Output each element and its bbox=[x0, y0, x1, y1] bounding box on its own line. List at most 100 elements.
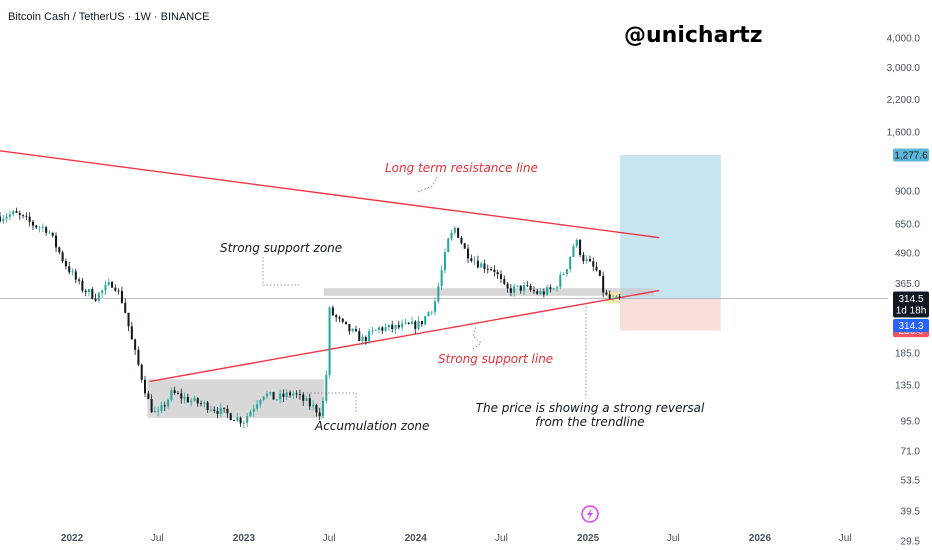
candle bbox=[246, 412, 249, 427]
candle-body bbox=[608, 294, 611, 299]
candle-body bbox=[55, 235, 58, 248]
candle bbox=[579, 238, 582, 258]
target-zone bbox=[620, 154, 721, 299]
price-tick-label: 71.0 bbox=[901, 446, 921, 457]
candle-body bbox=[397, 325, 400, 328]
candle-body bbox=[183, 396, 186, 399]
candle-body bbox=[12, 211, 15, 215]
candle-body bbox=[447, 238, 450, 253]
candle-body bbox=[387, 324, 390, 328]
price-tick-label: 3,000.0 bbox=[887, 63, 921, 74]
candle-body bbox=[582, 254, 585, 262]
candle bbox=[262, 396, 265, 402]
candle bbox=[401, 319, 404, 332]
candle-body bbox=[410, 321, 414, 325]
candle-body bbox=[440, 270, 443, 287]
price-axis[interactable]: 29.5 39.5 53.5 71.0 95.0 135.0 185.0 365.0 490.0… bbox=[887, 0, 932, 550]
candle-body bbox=[345, 321, 348, 325]
candle bbox=[41, 223, 44, 233]
candle-body bbox=[364, 337, 367, 342]
accumulation-zone bbox=[147, 379, 324, 418]
price-tick-label: 1,600.0 bbox=[887, 127, 921, 138]
time-tick-label: 2023 bbox=[233, 533, 256, 544]
candle bbox=[48, 230, 51, 234]
candle-body bbox=[31, 221, 34, 226]
candle-body bbox=[196, 397, 199, 404]
candle-body bbox=[602, 275, 605, 293]
candle-body bbox=[615, 296, 618, 299]
price-axis-background bbox=[888, 0, 932, 550]
candle bbox=[170, 387, 173, 402]
price-tick-label: 185.0 bbox=[895, 348, 920, 359]
candle bbox=[84, 288, 87, 297]
price-tick-label: 2,200.0 bbox=[887, 95, 921, 106]
candle-body bbox=[552, 288, 555, 290]
candle-body bbox=[94, 298, 97, 301]
candle bbox=[513, 283, 516, 297]
candle bbox=[143, 375, 147, 397]
candle bbox=[460, 235, 463, 245]
target-price-tag: 1,277.6 bbox=[893, 148, 929, 162]
candle bbox=[279, 389, 282, 404]
lightning-icon[interactable] bbox=[581, 505, 599, 523]
candle bbox=[450, 229, 453, 241]
candle bbox=[223, 407, 226, 413]
candle-body bbox=[160, 405, 163, 411]
candle bbox=[0, 211, 2, 223]
candle bbox=[2, 214, 5, 225]
time-tick-label: Jul bbox=[839, 533, 852, 544]
candle bbox=[97, 292, 100, 304]
candle-body bbox=[15, 211, 18, 213]
time-axis[interactable]: 2022 Jul 2023 Jul 2024 Jul 2025 Jul 2026 Jul bbox=[61, 533, 852, 544]
candle bbox=[618, 293, 621, 300]
candle bbox=[239, 416, 242, 427]
candle-body bbox=[68, 266, 71, 273]
candle bbox=[117, 288, 120, 295]
support-line-callout bbox=[472, 325, 482, 350]
accumulation-callout bbox=[307, 392, 357, 414]
price-tick-label: 53.5 bbox=[901, 475, 921, 486]
candle bbox=[5, 213, 8, 223]
candle-body bbox=[206, 402, 209, 411]
candle-body bbox=[588, 259, 591, 262]
candle bbox=[308, 393, 311, 410]
price-tick-label: 95.0 bbox=[901, 417, 921, 428]
candle-body bbox=[575, 239, 578, 247]
candle bbox=[391, 320, 394, 333]
candle-body bbox=[167, 399, 170, 407]
candle-body bbox=[134, 339, 137, 350]
candle-body bbox=[368, 331, 371, 342]
candle bbox=[592, 257, 595, 272]
candle-body bbox=[265, 393, 268, 397]
candle bbox=[526, 281, 529, 288]
candle bbox=[200, 400, 203, 407]
candle-body bbox=[22, 215, 25, 216]
candle-body bbox=[173, 390, 176, 394]
candle-body bbox=[595, 266, 598, 271]
candle-body bbox=[348, 324, 351, 332]
stop-zone bbox=[620, 298, 721, 331]
candle bbox=[153, 406, 156, 413]
candle bbox=[216, 406, 219, 419]
candle-body bbox=[289, 392, 292, 396]
candle-body bbox=[476, 260, 479, 268]
candle bbox=[31, 220, 34, 230]
candle-body bbox=[279, 393, 282, 400]
candle-body bbox=[35, 225, 38, 228]
support-zone bbox=[323, 288, 654, 296]
candle bbox=[81, 277, 84, 293]
candle-body bbox=[532, 289, 535, 292]
support-trendline bbox=[149, 289, 660, 383]
candle bbox=[64, 258, 67, 270]
candle-body bbox=[2, 218, 5, 222]
candle bbox=[585, 255, 588, 264]
candle bbox=[503, 275, 506, 286]
candle-body bbox=[315, 405, 318, 413]
candle bbox=[555, 285, 559, 292]
price-tick-label: 650.0 bbox=[895, 220, 920, 231]
candle-body bbox=[417, 321, 420, 329]
support-zone-callout bbox=[262, 257, 300, 286]
candle bbox=[483, 259, 486, 273]
candle-body bbox=[430, 311, 433, 313]
